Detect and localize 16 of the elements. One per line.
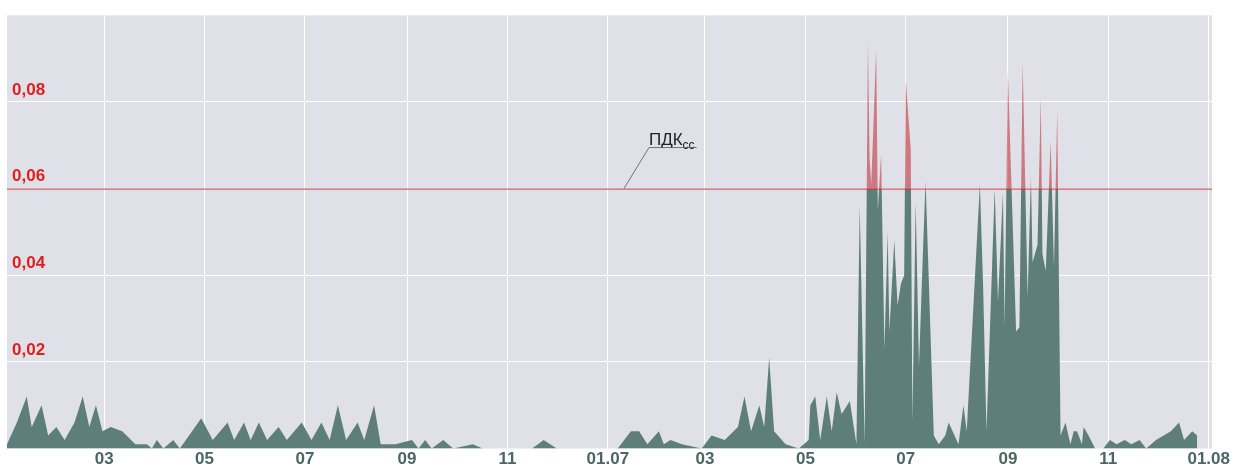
x-tick-label: 05 [195, 449, 214, 469]
x-tick-label: 11 [1099, 449, 1118, 469]
x-tick-label: 07 [295, 449, 315, 469]
x-tick-label: 03 [94, 449, 114, 469]
x-tick-label: 11 [498, 449, 517, 469]
x-tick-label: 07 [896, 449, 916, 469]
x-tick-label: 09 [998, 449, 1018, 469]
y-tick-label: 0,08 [12, 79, 46, 99]
y-tick-label: 0,02 [12, 339, 46, 359]
x-tick-label: 03 [695, 449, 715, 469]
y-tick-label: 0,06 [12, 166, 46, 186]
y-tick-label: 0,04 [12, 252, 46, 272]
x-tick-label: 09 [397, 449, 417, 469]
x-tick-label: 01.08 [1187, 449, 1230, 469]
x-tick-label: 01.07 [586, 449, 630, 469]
x-tick-label: 05 [795, 449, 815, 469]
